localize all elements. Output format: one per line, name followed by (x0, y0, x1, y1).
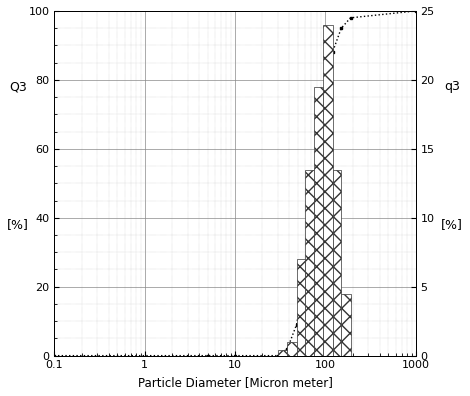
Bar (332, 169, 341, 356)
Bar (297, 259, 306, 356)
Text: q3: q3 (444, 80, 460, 93)
Text: [%]: [%] (441, 218, 463, 231)
Bar (341, 293, 351, 356)
Bar (323, 25, 332, 356)
Bar (314, 87, 323, 356)
Text: Q3: Q3 (9, 80, 27, 93)
X-axis label: Particle Diameter [Micron meter]: Particle Diameter [Micron meter] (138, 376, 332, 389)
Text: [%]: [%] (7, 218, 29, 231)
Bar (278, 350, 287, 356)
Bar (287, 342, 297, 356)
Bar (306, 169, 314, 356)
